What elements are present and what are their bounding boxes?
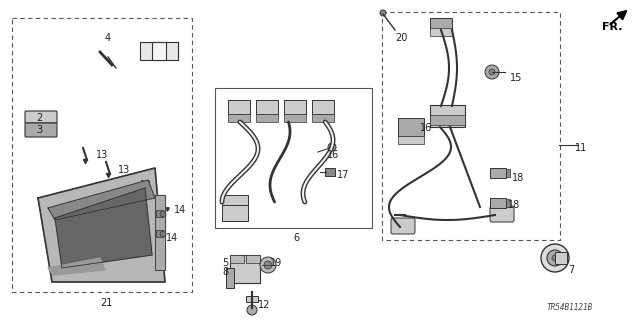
Circle shape: [160, 211, 166, 217]
Bar: [228, 100, 250, 114]
Text: 2: 2: [36, 113, 42, 123]
Circle shape: [489, 69, 495, 75]
Bar: [156, 210, 163, 217]
Bar: [490, 168, 506, 178]
Bar: [430, 18, 452, 30]
Bar: [230, 255, 260, 283]
Text: 17: 17: [337, 170, 349, 180]
Text: 19: 19: [270, 258, 282, 268]
Text: 15: 15: [510, 73, 522, 83]
Bar: [490, 198, 506, 208]
Bar: [284, 114, 306, 122]
Text: 7: 7: [568, 265, 574, 275]
Circle shape: [264, 261, 272, 269]
Text: 18: 18: [512, 173, 524, 183]
Text: 21: 21: [100, 298, 113, 308]
Bar: [246, 296, 258, 302]
Bar: [398, 118, 424, 136]
Text: 20: 20: [395, 33, 408, 43]
Bar: [256, 100, 278, 114]
Bar: [382, 12, 560, 240]
Bar: [228, 114, 250, 122]
Text: 16: 16: [420, 123, 432, 133]
Polygon shape: [38, 168, 165, 282]
Text: 4: 4: [105, 33, 111, 43]
Circle shape: [541, 244, 569, 272]
Bar: [215, 88, 372, 228]
Bar: [140, 42, 178, 60]
Text: FR.: FR.: [602, 22, 623, 32]
Bar: [430, 105, 465, 127]
Circle shape: [160, 231, 166, 237]
Text: 6: 6: [293, 233, 299, 243]
Bar: [312, 100, 334, 114]
Bar: [325, 168, 335, 176]
FancyBboxPatch shape: [490, 206, 514, 222]
FancyBboxPatch shape: [25, 123, 57, 137]
FancyBboxPatch shape: [25, 111, 57, 123]
Polygon shape: [48, 258, 105, 275]
Polygon shape: [55, 188, 152, 268]
FancyBboxPatch shape: [391, 218, 415, 234]
Bar: [430, 115, 465, 125]
Bar: [256, 114, 278, 122]
Text: 13: 13: [96, 150, 108, 160]
Circle shape: [380, 10, 386, 16]
Polygon shape: [48, 180, 155, 220]
Bar: [555, 252, 567, 264]
Bar: [230, 255, 244, 263]
Bar: [152, 42, 166, 60]
Text: 12: 12: [258, 300, 270, 310]
Text: 14: 14: [174, 205, 186, 215]
Text: 8: 8: [222, 267, 228, 277]
Circle shape: [485, 65, 499, 79]
Bar: [398, 136, 424, 144]
Bar: [506, 169, 510, 177]
Text: 18: 18: [508, 200, 520, 210]
Text: TR54B1121B: TR54B1121B: [547, 303, 593, 313]
Bar: [226, 268, 234, 288]
Bar: [156, 230, 163, 237]
Circle shape: [547, 250, 563, 266]
Circle shape: [328, 143, 336, 151]
Bar: [222, 205, 248, 221]
Text: 14: 14: [166, 233, 179, 243]
Text: 13: 13: [118, 165, 131, 175]
Circle shape: [260, 257, 276, 273]
Bar: [430, 28, 452, 36]
Circle shape: [552, 255, 558, 261]
Text: 16: 16: [327, 150, 339, 160]
Bar: [312, 114, 334, 122]
Bar: [284, 100, 306, 114]
Text: 3: 3: [36, 125, 42, 135]
Circle shape: [247, 305, 257, 315]
Text: 5: 5: [222, 258, 228, 268]
Polygon shape: [155, 195, 165, 270]
Bar: [12, 18, 192, 292]
Text: 13: 13: [140, 180, 152, 190]
Bar: [246, 255, 260, 263]
Bar: [506, 199, 510, 207]
Text: 11: 11: [575, 143, 588, 153]
Bar: [222, 195, 248, 211]
